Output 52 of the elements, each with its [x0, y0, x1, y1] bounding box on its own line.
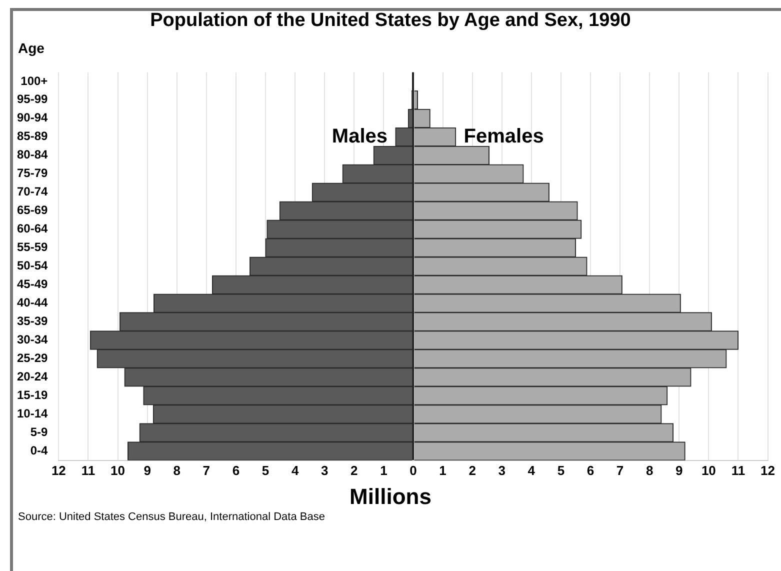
- x-tick-label: 2: [468, 462, 476, 478]
- source-note: Source: United States Census Bureau, International Data Base: [18, 511, 325, 523]
- y-tick-label: 75-79: [16, 166, 48, 180]
- y-tick-label: 5-9: [30, 424, 48, 439]
- x-tick-label: 11: [731, 462, 746, 478]
- x-tick-label: 5: [557, 462, 565, 478]
- x-tick-label: 3: [498, 462, 506, 478]
- y-tick-label: 60-64: [16, 222, 48, 236]
- y-tick-label: 10-14: [16, 406, 48, 420]
- y-tick-label: 65-69: [16, 203, 48, 218]
- x-tick-label: 0: [410, 462, 417, 478]
- x-tick-label: 10: [701, 462, 716, 478]
- y-tick-label: 0-4: [30, 443, 48, 458]
- x-tick-label: 4: [291, 462, 300, 478]
- x-tick-label: 8: [646, 462, 654, 478]
- series-label: Males: [332, 125, 388, 148]
- y-tick-label: 90-94: [16, 110, 48, 125]
- y-tick-label: 100+: [20, 74, 48, 88]
- x-tick-label: 10: [110, 462, 126, 478]
- x-tick-label: 7: [616, 462, 624, 478]
- series-label: Females: [464, 125, 544, 148]
- y-tick-label: 30-34: [16, 332, 48, 347]
- y-tick-label: 25-29: [16, 351, 48, 366]
- y-tick-label: 50-54: [16, 258, 48, 273]
- x-tick-label: 12: [760, 462, 776, 478]
- x-axis-title: Millions: [348, 484, 432, 510]
- y-tick-label: 55-59: [16, 240, 48, 254]
- x-tick-label: 3: [320, 462, 328, 478]
- x-tick-label: 5: [262, 462, 270, 478]
- x-tick-label: 4: [528, 462, 536, 478]
- y-tick-label: 20-24: [16, 370, 48, 384]
- chart-title: Population of the United States by Age and Sex, 1990: [149, 10, 632, 32]
- x-tick-label: 11: [81, 462, 96, 478]
- x-tick-label: 6: [232, 462, 240, 478]
- y-tick-label: 35-39: [16, 314, 48, 328]
- x-tick-label: 7: [202, 462, 210, 478]
- y-axis-title: Age: [18, 40, 44, 56]
- y-tick-label: 15-19: [16, 388, 48, 402]
- x-tick-label: 8: [173, 462, 180, 478]
- x-tick-label: 12: [51, 462, 66, 478]
- y-tick-label: 70-74: [16, 184, 48, 199]
- x-tick-label: 1: [439, 462, 446, 478]
- x-tick-label: 9: [676, 462, 683, 478]
- y-tick-label: 85-89: [16, 129, 48, 144]
- y-tick-label: 40-44: [16, 296, 48, 310]
- x-tick-label: 2: [350, 462, 358, 478]
- x-tick-label: 6: [586, 462, 594, 478]
- x-tick-label: 1: [380, 462, 388, 478]
- x-tick-label: 9: [144, 462, 151, 478]
- y-tick-label: 95-99: [16, 92, 48, 106]
- y-tick-label: 45-49: [16, 277, 48, 292]
- y-tick-label: 80-84: [16, 148, 48, 162]
